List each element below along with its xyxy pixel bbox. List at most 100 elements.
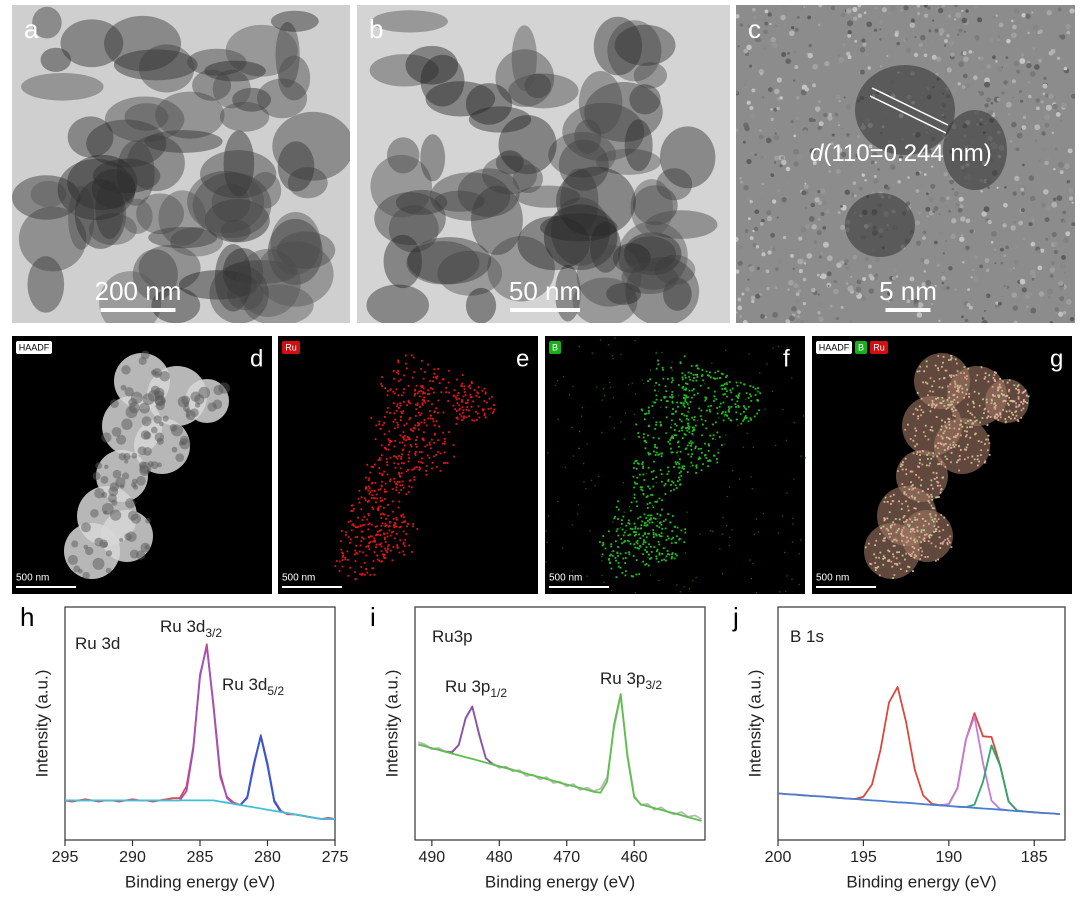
particle xyxy=(270,10,319,32)
grain xyxy=(767,12,772,17)
signal-dot xyxy=(913,531,916,533)
signal-dot xyxy=(607,558,610,561)
signal-dot xyxy=(901,464,904,466)
signal-dot xyxy=(340,548,343,551)
signal-dot xyxy=(395,388,398,391)
signal-dot xyxy=(919,454,921,456)
signal-dot xyxy=(735,418,738,421)
signal-dot xyxy=(431,387,434,390)
signal-dot xyxy=(935,472,938,475)
signal-dot xyxy=(890,560,893,563)
grain xyxy=(994,262,997,265)
haadf-texture xyxy=(101,432,112,443)
signal-dot xyxy=(372,540,375,543)
grain xyxy=(770,108,773,111)
signal-dot xyxy=(878,574,881,577)
grain xyxy=(1012,191,1017,196)
signal-dot xyxy=(935,398,938,400)
particle xyxy=(498,115,557,175)
signal-dot xyxy=(407,468,409,471)
grain xyxy=(910,18,915,23)
signal-dot xyxy=(485,401,488,404)
signal-dot xyxy=(974,432,977,435)
signal-dot xyxy=(383,490,386,493)
signal-dot xyxy=(414,388,417,391)
grain xyxy=(812,118,816,122)
haadf-texture xyxy=(177,396,189,408)
grain xyxy=(793,283,799,289)
grain xyxy=(752,243,757,248)
grain xyxy=(904,37,909,41)
signal-dot xyxy=(402,436,404,438)
grain xyxy=(830,5,836,11)
signal-dot xyxy=(907,552,910,555)
signal-dot xyxy=(876,566,878,569)
signal-dot xyxy=(903,544,905,546)
grain xyxy=(886,186,890,190)
signal-dot xyxy=(647,406,650,409)
signal-dot xyxy=(739,413,742,416)
signal-dot xyxy=(363,573,366,576)
signal-dot xyxy=(670,437,673,439)
haadf-texture xyxy=(194,402,201,408)
signal-dot xyxy=(401,412,403,415)
signal-dot xyxy=(435,465,438,468)
grain xyxy=(1021,191,1025,196)
signal-dot xyxy=(444,442,446,445)
particle xyxy=(126,135,185,192)
peak-label-text: B 1s xyxy=(790,627,824,646)
signal-dot xyxy=(360,540,363,543)
grain xyxy=(1055,312,1058,315)
signal-dot xyxy=(737,395,740,397)
peak-label-text: Ru3p xyxy=(432,627,473,646)
signal-dot xyxy=(637,432,640,434)
grain xyxy=(1066,180,1071,184)
signal-dot xyxy=(944,455,947,458)
signal-dot xyxy=(433,432,436,435)
signal-dot xyxy=(976,454,979,457)
grain xyxy=(797,258,804,265)
signal-dot xyxy=(932,452,935,455)
grain xyxy=(996,38,1000,42)
signal-dot xyxy=(912,452,915,455)
signal-dot xyxy=(963,448,966,451)
signal-dot xyxy=(687,396,689,399)
signal-dot xyxy=(357,525,360,528)
signal-dot xyxy=(396,544,399,547)
signal-dot xyxy=(601,544,604,547)
signal-dot xyxy=(645,536,648,539)
signal-dot xyxy=(392,420,395,423)
signal-dot xyxy=(388,525,391,527)
grain xyxy=(1037,265,1043,271)
particle xyxy=(21,72,104,101)
signal-dot xyxy=(933,478,936,480)
grain xyxy=(979,264,983,269)
signal-dot xyxy=(740,422,743,425)
grain xyxy=(1071,239,1074,242)
grain xyxy=(770,36,777,43)
signal-dot xyxy=(404,362,407,365)
grain xyxy=(781,197,787,203)
signal-dot xyxy=(917,548,920,551)
signal-dot xyxy=(380,484,383,487)
signal-dot xyxy=(902,526,905,529)
signal-dot xyxy=(903,486,906,488)
signal-dot xyxy=(911,484,914,486)
grain xyxy=(1038,159,1042,163)
haadf-texture xyxy=(110,509,122,521)
signal-dot xyxy=(725,376,727,379)
signal-dot xyxy=(1017,420,1020,423)
signal-dot xyxy=(667,513,670,515)
grain xyxy=(913,298,919,304)
noise-dot xyxy=(671,361,673,363)
signal-dot xyxy=(395,371,398,374)
signal-dot xyxy=(670,426,672,429)
grain xyxy=(840,305,844,309)
signal-dot xyxy=(882,525,885,528)
signal-dot xyxy=(469,393,472,396)
signal-dot xyxy=(424,371,426,374)
grain xyxy=(917,302,924,308)
scale-bar-label: 500 nm xyxy=(16,573,49,584)
signal-dot xyxy=(939,542,942,545)
signal-dot xyxy=(889,525,892,527)
